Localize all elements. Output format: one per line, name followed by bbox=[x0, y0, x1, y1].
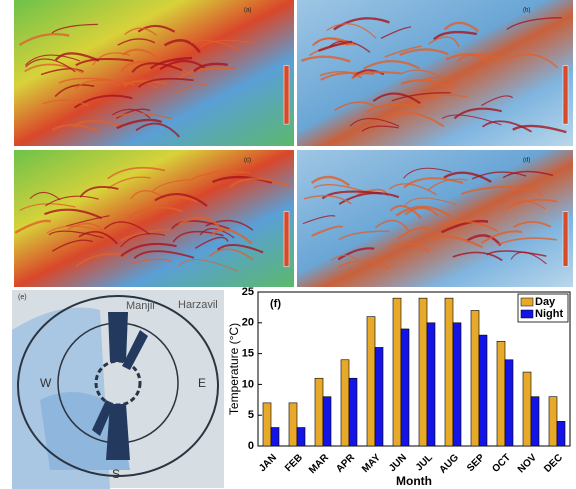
y-tick-label: 15 bbox=[242, 348, 254, 360]
x-tick-label: DEC bbox=[542, 452, 565, 475]
x-tick-label: MAY bbox=[360, 452, 383, 475]
x-tick-label: SEP bbox=[465, 452, 487, 474]
y-axis-label: Temperature (°C) bbox=[227, 323, 241, 415]
bar bbox=[445, 298, 453, 446]
panel-label: (b) bbox=[523, 8, 530, 14]
direction-label: W bbox=[40, 376, 52, 390]
bar bbox=[349, 378, 357, 446]
bar-chart: 0 5 10 15 20 25 JANFEBMARAPRMAYJUNJULAUGSEPOCT… bbox=[227, 286, 570, 488]
x-axis-label: Month bbox=[396, 474, 432, 488]
page: (a) (b) (c) (d) (e) Manjil Harzavil W E S 0… bbox=[0, 0, 576, 489]
map-panel: (b) bbox=[297, 0, 573, 146]
annotation: (f) bbox=[270, 298, 281, 310]
figure: (a) (b) (c) (d) (e) Manjil Harzavil W E S 0… bbox=[0, 0, 576, 489]
x-tick-label: NOV bbox=[516, 452, 539, 475]
map-image bbox=[14, 150, 294, 287]
legend-swatch bbox=[521, 298, 533, 306]
x-tick-label: OCT bbox=[490, 452, 513, 475]
map-colorbar bbox=[563, 212, 568, 267]
place-label: Harzavil bbox=[178, 299, 218, 311]
x-tick-label: JUL bbox=[414, 452, 435, 473]
wind-rose-map: (e) Manjil Harzavil W E S bbox=[12, 290, 224, 489]
y-tick-label: 0 bbox=[248, 440, 254, 452]
bar bbox=[427, 323, 435, 446]
x-tick-label: MAR bbox=[307, 452, 331, 476]
y-tick-label: 10 bbox=[242, 378, 254, 390]
bar bbox=[401, 329, 409, 446]
panel-label: (e) bbox=[18, 294, 27, 301]
map-colorbar bbox=[563, 66, 568, 124]
x-tick-label: JAN bbox=[257, 452, 279, 474]
bar bbox=[505, 360, 513, 446]
map-colorbar bbox=[284, 66, 289, 124]
legend-label: Day bbox=[535, 296, 556, 308]
y-tick-label: 20 bbox=[242, 317, 254, 329]
bar bbox=[531, 397, 539, 446]
rose-petal bbox=[108, 312, 128, 362]
bar bbox=[549, 397, 557, 446]
direction-label: S bbox=[112, 467, 120, 481]
bar bbox=[271, 428, 279, 446]
map-panel: (c) bbox=[14, 150, 294, 287]
bar bbox=[367, 317, 375, 446]
bar bbox=[497, 341, 505, 446]
bar bbox=[297, 428, 305, 446]
legend-label: Night bbox=[535, 308, 563, 320]
panel-label: (d) bbox=[523, 158, 530, 164]
bar bbox=[393, 298, 401, 446]
bar bbox=[323, 397, 331, 446]
bar bbox=[289, 403, 297, 446]
panel-label: (c) bbox=[244, 158, 251, 164]
bar bbox=[471, 310, 479, 446]
bar bbox=[375, 347, 383, 446]
bar bbox=[419, 298, 427, 446]
direction-label: E bbox=[198, 376, 206, 390]
map-panel: (a) bbox=[14, 0, 294, 146]
bar bbox=[523, 372, 531, 446]
x-tick-label: APR bbox=[334, 452, 357, 475]
map-panel: (d) bbox=[297, 150, 573, 287]
place-label: Manjil bbox=[126, 300, 155, 312]
map-colorbar bbox=[284, 212, 289, 267]
bar bbox=[453, 323, 461, 446]
x-tick-label: JUN bbox=[387, 452, 409, 474]
map-panels: (a) (b) (c) (d) bbox=[14, 0, 573, 287]
y-tick-label: 25 bbox=[242, 286, 254, 298]
legend-swatch bbox=[521, 310, 533, 318]
x-tick-label: AUG bbox=[437, 452, 461, 476]
bar bbox=[315, 378, 323, 446]
x-tick-label: FEB bbox=[283, 452, 305, 474]
bar bbox=[341, 360, 349, 446]
y-tick-label: 5 bbox=[248, 409, 254, 421]
bar bbox=[263, 403, 271, 446]
panel-label: (a) bbox=[244, 8, 251, 14]
bar bbox=[557, 421, 565, 446]
bar bbox=[479, 335, 487, 446]
